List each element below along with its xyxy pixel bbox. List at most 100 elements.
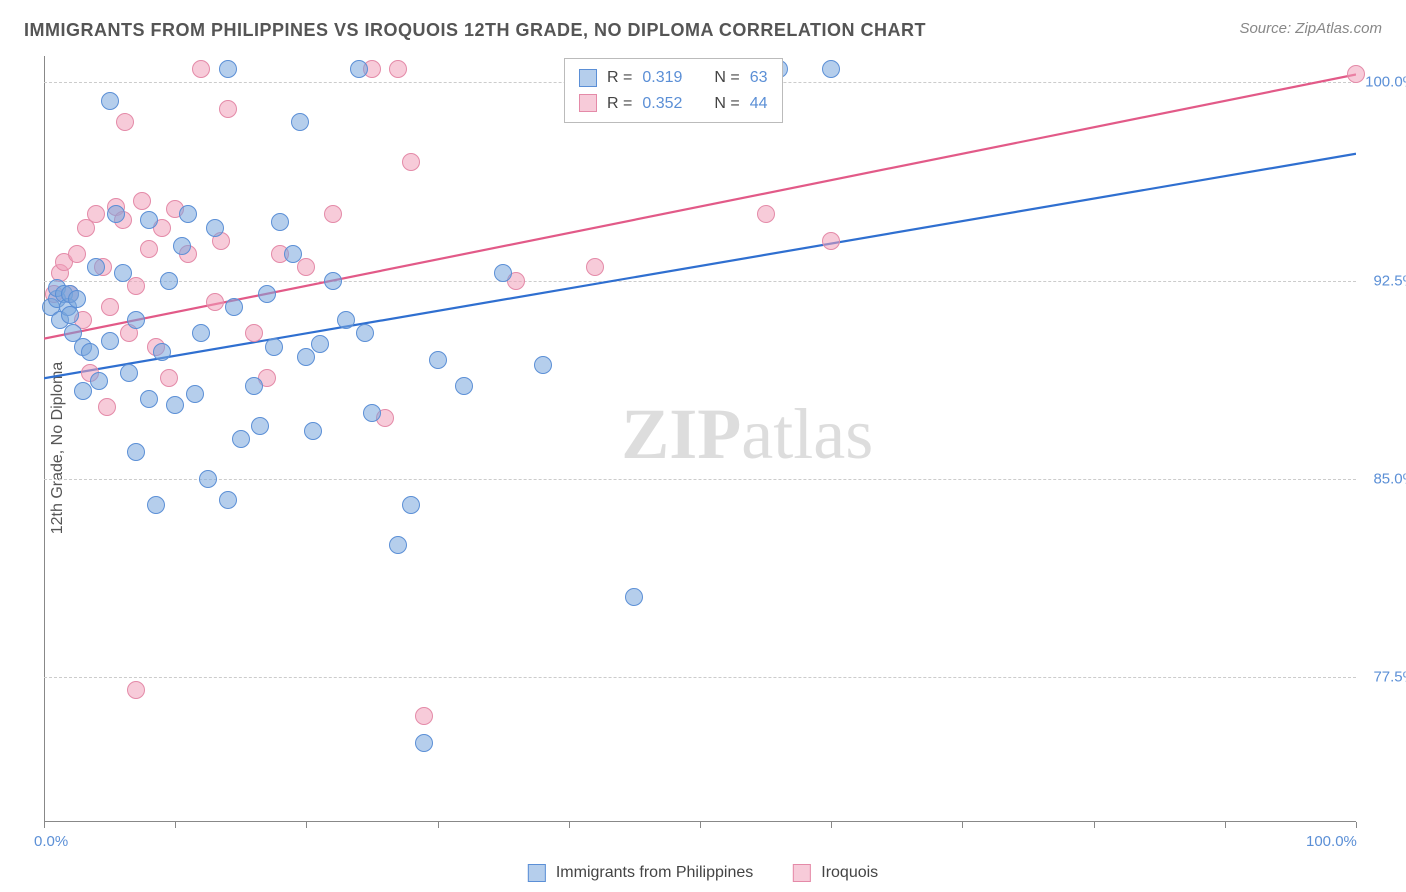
marker-series1 — [120, 364, 138, 382]
marker-series2 — [415, 707, 433, 725]
marker-series2 — [68, 245, 86, 263]
y-tick-label: 77.5% — [1373, 668, 1406, 685]
marker-series1 — [822, 60, 840, 78]
marker-series2 — [402, 153, 420, 171]
legend-top-row: R = 0.352 N = 44 — [579, 91, 768, 117]
legend-swatch — [793, 864, 811, 882]
y-tick-label: 85.0% — [1373, 470, 1406, 487]
marker-series1 — [534, 356, 552, 374]
marker-series2 — [586, 258, 604, 276]
marker-series1 — [402, 496, 420, 514]
plot-area: 12th Grade, No Diploma 77.5%85.0%92.5%10… — [44, 56, 1356, 822]
marker-series2 — [297, 258, 315, 276]
marker-series1 — [140, 390, 158, 408]
legend-bottom-item: Immigrants from Philippines — [528, 864, 753, 882]
marker-series1 — [415, 734, 433, 752]
legend-swatch — [528, 864, 546, 882]
marker-series1 — [284, 245, 302, 263]
marker-series1 — [87, 258, 105, 276]
marker-series1 — [625, 588, 643, 606]
y-axis-label: 12th Grade, No Diploma — [49, 362, 67, 535]
marker-series2 — [245, 324, 263, 342]
marker-series2 — [101, 298, 119, 316]
marker-series2 — [822, 232, 840, 250]
x-tick — [1225, 822, 1226, 828]
legend-r-value: 0.352 — [642, 91, 682, 117]
marker-series1 — [199, 470, 217, 488]
marker-series2 — [127, 681, 145, 699]
chart-title: IMMIGRANTS FROM PHILIPPINES VS IROQUOIS … — [24, 20, 926, 41]
marker-series1 — [304, 422, 322, 440]
marker-series1 — [258, 285, 276, 303]
marker-series2 — [324, 205, 342, 223]
marker-series1 — [90, 372, 108, 390]
marker-series2 — [192, 60, 210, 78]
y-tick-label: 92.5% — [1373, 272, 1406, 289]
marker-series1 — [265, 338, 283, 356]
marker-series2 — [389, 60, 407, 78]
x-tick-label: 0.0% — [34, 833, 68, 850]
trend-line-series1 — [44, 154, 1356, 379]
marker-series2 — [98, 398, 116, 416]
marker-series2 — [116, 113, 134, 131]
x-tick — [306, 822, 307, 828]
legend-top-row: R =0.319N =63 — [579, 65, 768, 91]
marker-series1 — [494, 264, 512, 282]
marker-series1 — [186, 385, 204, 403]
legend-n-value: 44 — [750, 91, 768, 117]
marker-series1 — [114, 264, 132, 282]
legend-bottom-label: Immigrants from Philippines — [556, 864, 753, 882]
marker-series2 — [206, 293, 224, 311]
marker-series2 — [160, 369, 178, 387]
x-tick — [700, 822, 701, 828]
x-tick — [1356, 822, 1357, 828]
marker-series1 — [173, 237, 191, 255]
marker-series1 — [232, 430, 250, 448]
grid-line-h — [44, 677, 1356, 678]
legend-n-label: N = — [714, 91, 739, 117]
x-tick — [1094, 822, 1095, 828]
x-tick — [44, 822, 45, 828]
marker-series1 — [271, 213, 289, 231]
marker-series1 — [140, 211, 158, 229]
marker-series1 — [245, 377, 263, 395]
marker-series1 — [455, 377, 473, 395]
legend-r-label: R = — [607, 91, 632, 117]
marker-series1 — [225, 298, 243, 316]
legend-top: R =0.319N =63R = 0.352 N = 44 — [564, 58, 783, 123]
legend-bottom: Immigrants from Philippines Iroquois — [528, 864, 878, 882]
marker-series1 — [68, 290, 86, 308]
marker-series1 — [389, 536, 407, 554]
legend-r-label: R = — [607, 65, 632, 91]
marker-series1 — [127, 443, 145, 461]
marker-series1 — [324, 272, 342, 290]
marker-series1 — [429, 351, 447, 369]
y-axis-line — [44, 56, 45, 822]
marker-series1 — [251, 417, 269, 435]
marker-series1 — [107, 205, 125, 223]
marker-series1 — [192, 324, 210, 342]
x-tick — [569, 822, 570, 828]
grid-line-h — [44, 281, 1356, 282]
marker-series1 — [219, 491, 237, 509]
marker-series2 — [140, 240, 158, 258]
marker-series1 — [101, 332, 119, 350]
marker-series1 — [219, 60, 237, 78]
watermark: ZIPatlas — [621, 393, 873, 476]
marker-series1 — [206, 219, 224, 237]
x-tick — [175, 822, 176, 828]
marker-series1 — [74, 382, 92, 400]
marker-series1 — [363, 404, 381, 422]
x-tick — [438, 822, 439, 828]
legend-bottom-item: Iroquois — [793, 864, 878, 882]
marker-series1 — [291, 113, 309, 131]
marker-series2 — [127, 277, 145, 295]
source-label: Source: ZipAtlas.com — [1239, 20, 1382, 37]
marker-series1 — [101, 92, 119, 110]
marker-series1 — [127, 311, 145, 329]
marker-series1 — [179, 205, 197, 223]
marker-series2 — [1347, 65, 1365, 83]
marker-series1 — [160, 272, 178, 290]
marker-series2 — [87, 205, 105, 223]
marker-series1 — [81, 343, 99, 361]
